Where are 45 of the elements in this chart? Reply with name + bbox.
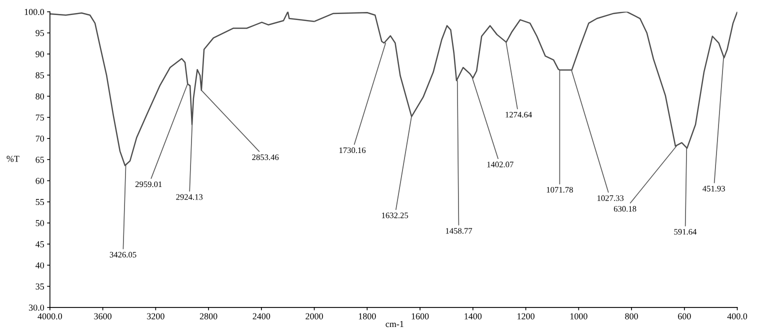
y-tick-label: 100.0 [24, 8, 44, 16]
annotation: 451.93 [702, 186, 725, 192]
y-tick-label: 95 [36, 30, 44, 36]
annotation: 1458.77 [446, 228, 472, 234]
annotation: 2924.13 [176, 194, 203, 200]
y-axis-title: %T [6, 156, 20, 162]
y-tick-label: 50 [36, 220, 44, 226]
x-tick-label: 2800 [200, 313, 218, 320]
x-axis-title: cm-1 [386, 321, 404, 328]
annotation: 3426.05 [110, 252, 136, 258]
x-tick-label: 3600 [94, 313, 112, 320]
x-tick-label: 1800 [358, 313, 376, 320]
annotation: 1632.25 [382, 212, 408, 218]
annotation: 1730.16 [339, 147, 366, 154]
y-tick-label: 35 [36, 283, 44, 290]
x-tick-label: 1600 [412, 313, 429, 320]
y-tick-label: 65 [36, 156, 44, 163]
annotation: 1071.78 [546, 186, 573, 193]
annotation: 1402.07 [487, 162, 514, 168]
x-tick-label: 2000 [306, 313, 323, 320]
x-tick-label: 400.0 [727, 313, 748, 320]
y-tick-label: 85 [36, 72, 44, 78]
x-tick-label: 1400 [464, 313, 482, 320]
y-tick-label: 75 [36, 114, 44, 121]
y-tick-label: 70 [36, 136, 44, 142]
y-tick-label: 45 [36, 241, 44, 248]
x-tick-label: 1200 [518, 313, 534, 320]
y-tick-label: 55 [36, 199, 44, 206]
y-tick-label: 40 [36, 262, 44, 268]
annotation: 2959.01 [135, 181, 162, 188]
x-tick-label: 3200 [147, 313, 164, 320]
x-tick-label: 1000 [570, 313, 588, 320]
x-tick-label: 600 [678, 313, 691, 320]
annotation: 1274.64 [506, 112, 532, 118]
x-tick-label: 4000.0 [38, 313, 62, 320]
annotation: 591.64 [674, 229, 697, 235]
annotation: 630.18 [614, 206, 636, 212]
y-tick-label: 60 [36, 178, 44, 184]
y-tick-label: 30.0 [28, 304, 44, 311]
annotation: 2853.46 [252, 154, 279, 160]
y-tick-label: 90 [36, 51, 44, 58]
x-tick-label: 2400 [252, 313, 270, 320]
annotation: 1027.33 [598, 195, 624, 201]
x-tick-label: 800 [625, 313, 638, 320]
y-tick-label: 80 [36, 93, 44, 100]
